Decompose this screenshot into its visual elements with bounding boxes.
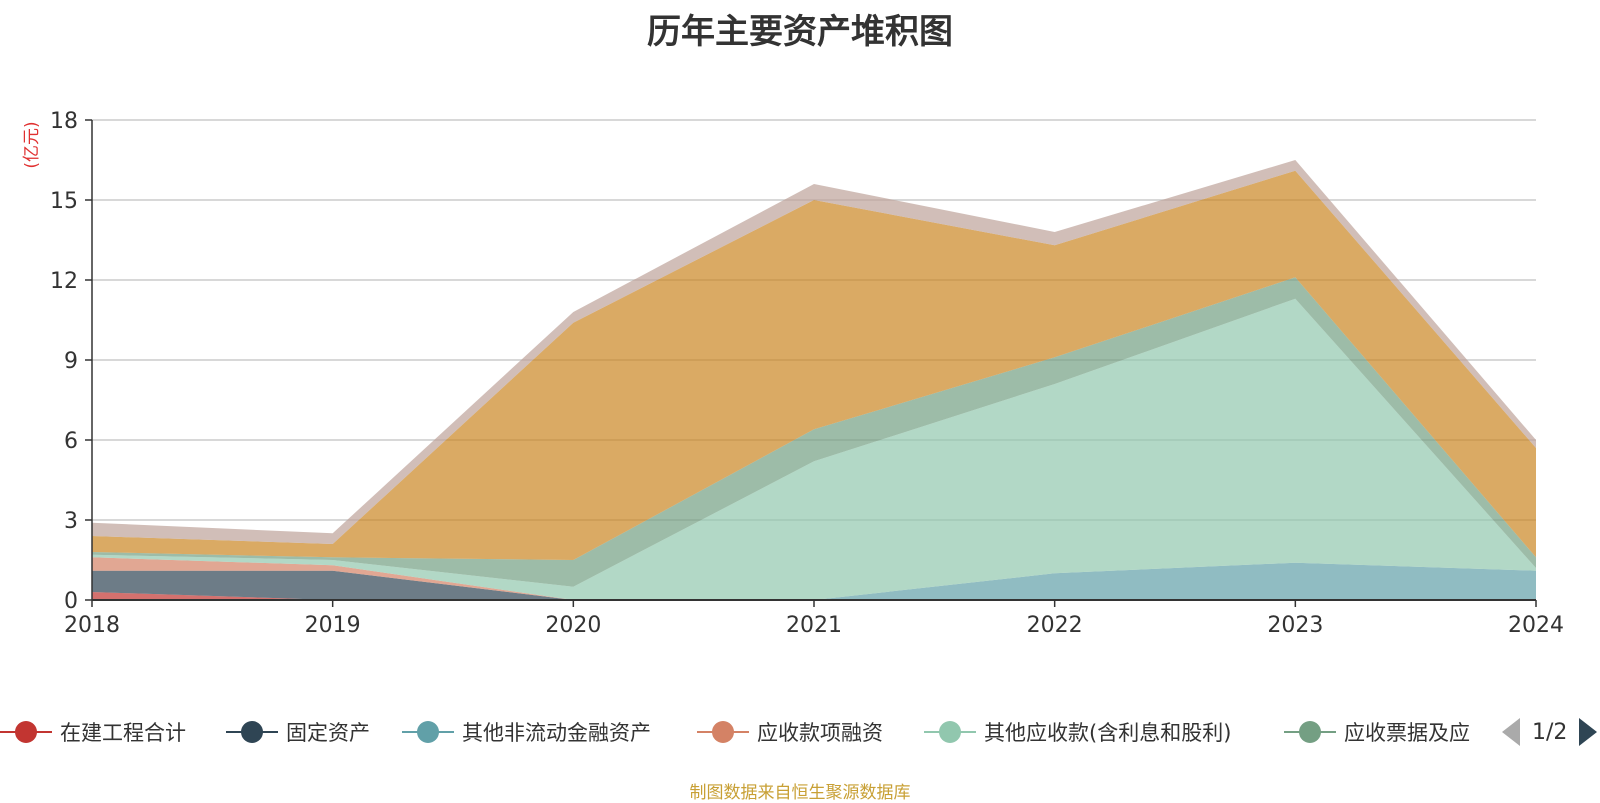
legend-marker-icon <box>402 712 454 752</box>
x-tick-label: 2023 <box>1267 613 1323 638</box>
legend-next-page-icon[interactable] <box>1579 718 1598 746</box>
area-series-5[interactable] <box>92 277 1536 587</box>
x-tick-label: 2020 <box>545 613 601 638</box>
x-tick-label: 2018 <box>64 613 120 638</box>
chart-legend: 在建工程合计 固定资产 其他非流动金融资产 应收款项融资 其他应收款(含利息和股利) 应收… <box>0 712 1600 752</box>
legend-item[interactable]: 在建工程合计 <box>0 712 186 752</box>
stacked-areas <box>92 160 1536 600</box>
legend-marker-icon <box>0 712 52 752</box>
legend-label: 应收款项融资 <box>757 721 883 745</box>
legend-item[interactable]: 其他应收款(含利息和股利) <box>924 712 1231 752</box>
legend-label: 在建工程合计 <box>60 721 186 745</box>
legend-prev-page-icon[interactable] <box>1502 718 1520 746</box>
area-series-2[interactable] <box>92 562 1536 600</box>
x-tick-label: 2024 <box>1508 613 1564 638</box>
x-tick-label: 2022 <box>1027 613 1083 638</box>
area-series-6[interactable] <box>92 170 1536 560</box>
legend-label: 应收票据及应 <box>1344 721 1470 745</box>
y-tick-label: 0 <box>64 589 78 614</box>
legend-item[interactable]: 固定资产 <box>226 712 370 752</box>
legend-pager: 1/2 <box>1500 712 1600 752</box>
axes: 0 3 6 9 12 15 18 2018 2019 2020 2021 2022 2023 2024 <box>50 109 1564 638</box>
legend-item[interactable]: 应收票据及应 <box>1284 712 1470 752</box>
x-tick-label: 2021 <box>786 613 842 638</box>
y-axis-label: (亿元) <box>22 121 42 168</box>
y-tick-label: 15 <box>50 189 78 214</box>
legend-marker-icon <box>226 712 278 752</box>
legend-item[interactable]: 其他非流动金融资产 <box>402 712 651 752</box>
y-tick-label: 18 <box>50 109 78 134</box>
legend-marker-icon <box>924 712 976 752</box>
legend-item[interactable]: 应收款项融资 <box>697 712 883 752</box>
legend-page-indicator: 1/2 <box>1532 719 1568 745</box>
y-tick-label: 6 <box>64 429 78 454</box>
y-tick-label: 12 <box>50 269 78 294</box>
area-series-1[interactable] <box>92 570 1536 600</box>
x-tick-label: 2019 <box>305 613 361 638</box>
area-series-4[interactable] <box>92 298 1536 600</box>
y-tick-label: 9 <box>64 349 78 374</box>
legend-label: 其他非流动金融资产 <box>462 721 651 745</box>
legend-marker-icon <box>697 712 749 752</box>
data-source-note: 制图数据来自恒生聚源数据库 <box>689 783 911 803</box>
legend-marker-icon <box>1284 712 1336 752</box>
legend-label: 其他应收款(含利息和股利) <box>984 721 1232 745</box>
y-tick-label: 3 <box>64 509 78 534</box>
legend-label: 固定资产 <box>286 721 370 745</box>
chart-title: 历年主要资产堆积图 <box>647 12 953 52</box>
